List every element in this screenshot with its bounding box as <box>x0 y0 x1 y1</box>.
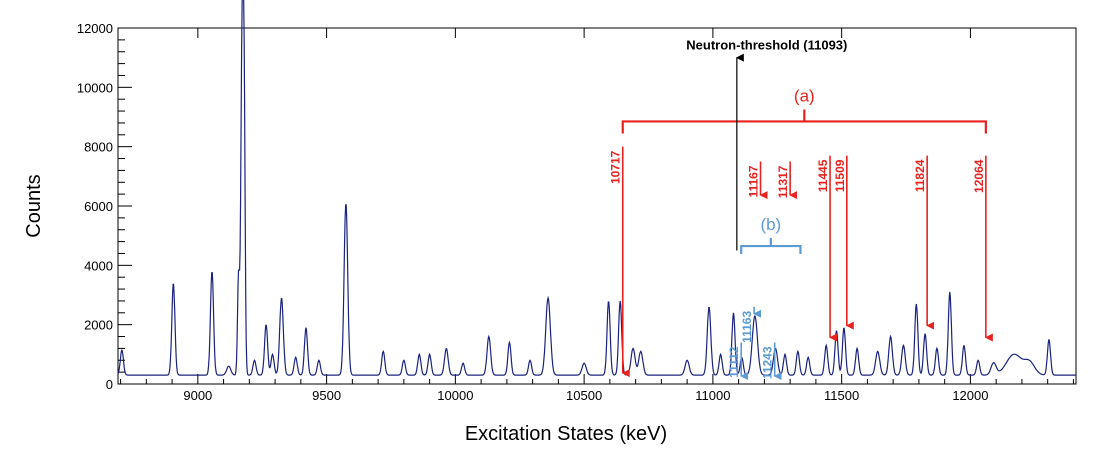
state-label: 11509 <box>833 159 847 192</box>
state-label: 11317 <box>776 165 790 198</box>
state-label: 11243 <box>761 346 775 379</box>
group-label: (b) <box>760 215 781 234</box>
y-tick-label: 10000 <box>77 80 113 95</box>
state-label: 12064 <box>972 159 986 193</box>
state-label: 10717 <box>609 150 623 184</box>
state-label: 11112 <box>727 346 741 378</box>
y-tick-label: 2000 <box>84 318 113 333</box>
group-bracket <box>621 109 987 134</box>
y-tick-label: 0 <box>106 377 113 392</box>
x-axis-title: Excitation States (keV) <box>465 423 667 445</box>
group-bracket <box>740 238 802 255</box>
x-tick-label: 10500 <box>566 388 602 403</box>
x-tick-label: 9500 <box>312 388 341 403</box>
state-label: 11445 <box>816 159 830 192</box>
state-label: 11163 <box>740 311 754 343</box>
threshold-label: Neutron-threshold (11093) <box>686 38 847 53</box>
y-tick-label: 12000 <box>77 21 113 36</box>
x-tick-label: 12000 <box>952 388 988 403</box>
y-tick-label: 6000 <box>84 199 113 214</box>
group-label: (a) <box>794 86 815 105</box>
state-label: 11167 <box>747 165 761 197</box>
y-axis-title: Counts <box>23 174 45 237</box>
x-tick-label: 11000 <box>695 388 730 403</box>
y-tick-label: 8000 <box>84 140 113 155</box>
state-label: 11824 <box>913 159 927 192</box>
x-tick-label: 10000 <box>437 388 473 403</box>
x-tick-label: 9000 <box>183 388 212 403</box>
plot-frame <box>117 27 1077 385</box>
y-tick-label: 4000 <box>84 258 113 273</box>
x-tick-label: 11500 <box>824 388 859 403</box>
spectrum-line <box>117 0 1076 376</box>
annotations: (a) 10717 11167 11317 11445 11509 11824 12064 (b… <box>609 38 993 381</box>
